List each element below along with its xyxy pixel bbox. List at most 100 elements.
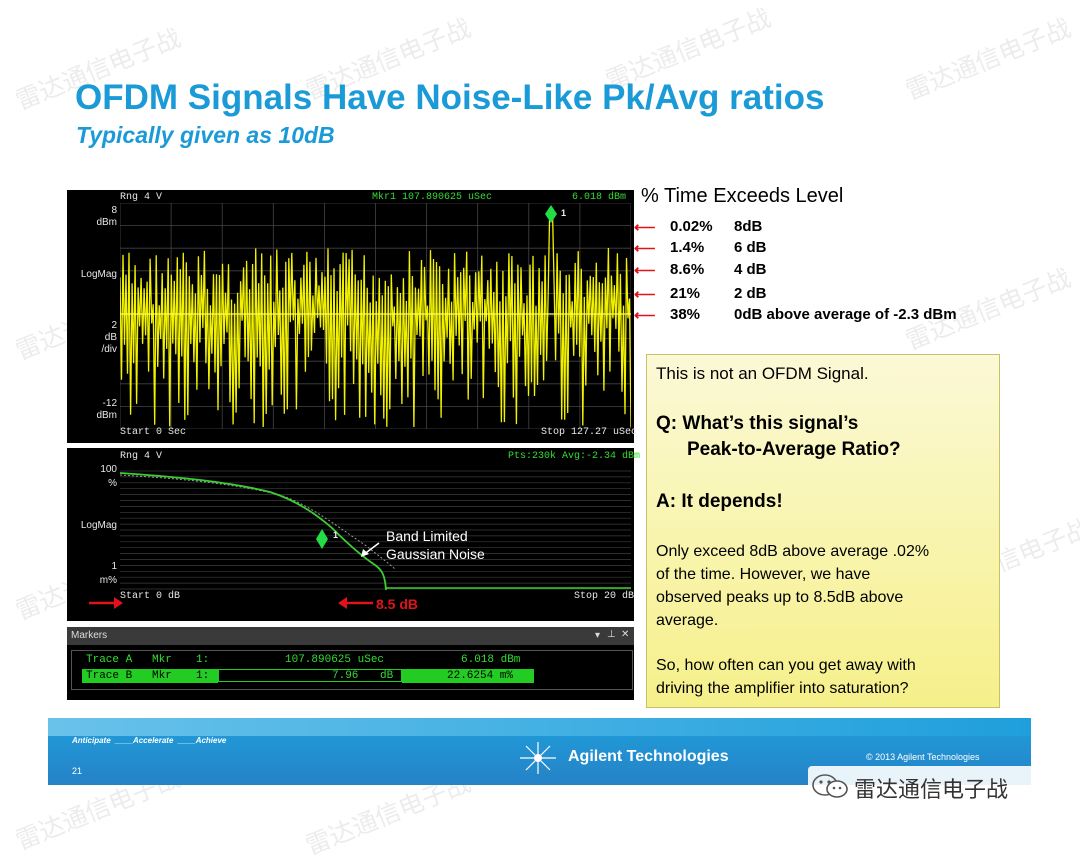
top-y-top-unit: dBm (96, 217, 117, 228)
marker-row-y: 6.018 dBm (461, 654, 521, 666)
bottom-start-label: Start 0 dB (120, 591, 181, 602)
bottom-stop-label: Stop 20 dB (574, 591, 635, 602)
marker-row-id: 1: (196, 654, 210, 666)
top-scale-mode: LogMag (80, 269, 117, 280)
bottom-callout-line-1: Band Limited (386, 528, 468, 544)
top-stop-label: Stop 127.27 uSec (541, 427, 638, 438)
bottom-y-bottom: 1 (111, 561, 117, 572)
bottom-plot-graph (120, 470, 631, 590)
top-marker-readout: Mkr1 107.890625 uSec (372, 192, 493, 203)
top-start-label: Start 0 Sec (120, 427, 187, 438)
bottom-reference-trace (120, 474, 396, 570)
top-y-bottom: -12 (102, 398, 117, 409)
top-plot-graph (120, 203, 631, 429)
markers-panel-title: Markers (71, 630, 108, 641)
bottom-ccdf-trace (120, 472, 387, 590)
agilent-spark-logo-icon (520, 742, 556, 774)
bottom-grid (120, 470, 631, 590)
top-marker-diamond-icon (545, 205, 557, 223)
top-marker-id: 1 (561, 208, 567, 218)
marker-row-x: 7.96 (332, 670, 359, 682)
slide-title: OFDM Signals Have Noise-Like Pk/Avg rati… (75, 78, 825, 117)
wechat-handle: 雷达通信电子战 (854, 778, 1009, 803)
top-y-top: 8 (111, 205, 117, 216)
bottom-callout-line-2: Gaussian Noise (386, 546, 485, 562)
annotation-level: 0dB above average of -2.3 dBm (734, 306, 957, 323)
bottom-points-readout: Pts:230k Avg:-2.34 dBm (508, 451, 641, 462)
left-arrow-icon: ⟵ (634, 240, 656, 257)
top-noise-trace (120, 214, 631, 428)
tagline-anticipate: Anticipate (72, 736, 111, 745)
marker-row-id: 1: (196, 670, 210, 682)
annotation-percent: 8.6% (670, 261, 705, 278)
bottom-marker-id: 1 (333, 530, 339, 540)
markers-panel-header: Markers ▾ ⊥ ✕ (67, 627, 634, 645)
slide-subtitle: Typically given as 10dB (76, 122, 335, 148)
explanation-line-4: average. (656, 612, 719, 629)
closing-question-line-2: driving the amplifier into saturation? (656, 680, 909, 697)
question-line-2: Peak-to-Average Ratio? (687, 439, 901, 460)
top-y-bottom-unit: dBm (96, 410, 117, 421)
copyright: © 2013 Agilent Technologies (866, 752, 980, 762)
closing-question-line-1: So, how often can you get away with (656, 657, 916, 674)
marker-row-trace: Trace A (86, 654, 133, 666)
marker-row-type: Mkr (152, 654, 172, 666)
wechat-badge: 雷达通信电子战 (808, 766, 1048, 806)
bottom-scale-mode: LogMag (80, 520, 117, 531)
annotation-row: ⟵ 0.02% 8dB (634, 218, 762, 238)
marker-row-type: Mkr (152, 670, 172, 682)
page-number: 21 (72, 766, 83, 776)
left-arrow-icon: ⟵ (634, 219, 656, 236)
annotation-level: 8dB (734, 218, 763, 235)
explanation-line-2: of the time. However, we have (656, 566, 871, 583)
marker-row-y: 22.6254 m% (447, 670, 514, 682)
annotation-percent: 38% (670, 306, 701, 323)
annotation-level: 2 dB (734, 285, 767, 302)
left-arrow-icon: ⟵ (634, 286, 656, 303)
pin-icon[interactable]: ⊥ (607, 629, 616, 640)
bottom-range-label: Rng 4 V (120, 451, 163, 462)
top-marker-value: 6.018 dBm (572, 192, 627, 203)
markers-table: Trace A Mkr 1: 107.890625 uSec 6.018 dBm… (71, 650, 633, 690)
tagline-accelerate: Accelerate (132, 736, 174, 745)
tagline-achieve: Achieve (195, 736, 227, 745)
left-arrow-icon: ⟵ (634, 307, 656, 324)
bottom-y-top-unit: % (108, 478, 117, 489)
annotation-row: ⟵ 38% 0dB above average of -2.3 dBm (634, 306, 957, 326)
marker-row-a[interactable]: Trace A Mkr 1: 107.890625 uSec 6.018 dBm (72, 653, 632, 667)
start-arrow-icon (89, 597, 123, 609)
brand-name: Agilent Technologies (568, 748, 729, 765)
annotation-level: 6 dB (734, 239, 767, 256)
bottom-callout: Band Limited Gaussian Noise (386, 527, 485, 563)
left-arrow-icon: ⟵ (634, 262, 656, 279)
marker-row-trace: Trace B (86, 670, 133, 682)
close-icon[interactable]: ✕ (621, 629, 630, 640)
footer-tagline: Anticipate ____Accelerate ____Achieve (72, 736, 227, 745)
explanation-line-3: observed peaks up to 8.5dB above (656, 589, 904, 606)
annotation-percent: 1.4% (670, 239, 705, 256)
annotation-percent: 21% (670, 285, 701, 302)
markers-panel: Markers ▾ ⊥ ✕ Trace A Mkr 1: 107.890625 … (67, 627, 634, 700)
bottom-y-bottom-unit: m% (99, 575, 117, 586)
top-scale-div-suffix: /div (101, 344, 117, 355)
marker-arrow-icon (338, 597, 373, 609)
answer-line: A: It depends! (656, 491, 783, 512)
dropdown-icon[interactable]: ▾ (595, 630, 601, 641)
marker-row-b[interactable]: Trace B Mkr 1: 7.96 dB 22.6254 m% (72, 669, 632, 683)
annotation-percent: 0.02% (670, 218, 713, 235)
watermark-text: 雷达通信电子战 (901, 14, 1075, 106)
annotation-level: 4 dB (734, 261, 767, 278)
top-scale-div-unit: dB (104, 332, 117, 343)
top-plot-panel: Rng 4 V Mkr1 107.890625 uSec 6.018 dBm 8… (67, 190, 638, 443)
bottom-plot-panel: Rng 4 V Pts:230k Avg:-2.34 dBm 100 % Log… (67, 448, 640, 621)
callout-arrow-icon (361, 542, 380, 557)
bottom-marker-diamond-icon (316, 529, 328, 549)
bottom-y-top: 100 (100, 464, 117, 475)
annotation-row: ⟵ 1.4% 6 dB (634, 239, 767, 259)
question-line-1: Q: What’s this signal’s (656, 413, 859, 434)
question-box: This is not an OFDM Signal. Q: What’s th… (646, 354, 1000, 708)
annotation-row: ⟵ 21% 2 dB (634, 285, 767, 305)
wechat-icon (812, 774, 848, 798)
explanation-line-1: Only exceed 8dB above average .02% (656, 543, 930, 560)
question-box-intro: This is not an OFDM Signal. (656, 364, 869, 383)
